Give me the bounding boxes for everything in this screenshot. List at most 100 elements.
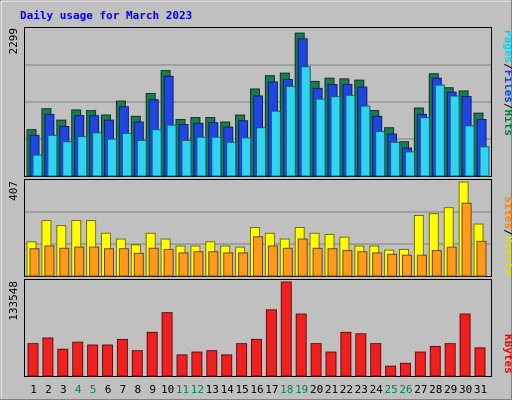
day-label: 18: [280, 383, 293, 396]
bar-marks: [26, 32, 490, 377]
day-label: 26: [399, 383, 412, 396]
kbytes-bar: [295, 313, 307, 377]
sites-bar: [208, 251, 219, 277]
day-label: 25: [384, 383, 397, 396]
day-labels: 1 2 3 4 5 6 7 8 9 10 11 12 13 14 15 16 17 18 19 20 21 22 23 24 2…: [30, 383, 487, 396]
sites-bar: [446, 246, 457, 277]
pages-bar: [211, 136, 222, 177]
sites-bar: [133, 252, 144, 277]
kbytes-bar: [429, 345, 441, 377]
day-label: 16: [250, 383, 263, 396]
sites-bar: [104, 248, 114, 277]
pages-bar: [464, 125, 475, 177]
kbytes-bar: [42, 337, 54, 377]
sites-bar: [163, 248, 174, 277]
pages-bar: [226, 141, 237, 177]
pages-bar: [256, 127, 266, 177]
sites-bar: [416, 254, 427, 277]
day-label: 29: [444, 383, 457, 396]
kbytes-bar: [191, 351, 203, 377]
legend-sep-1: /: [502, 63, 512, 70]
day-label: 17: [265, 383, 278, 396]
day-label: 10: [161, 383, 174, 396]
sites-bar: [118, 248, 129, 277]
day-label: 4: [75, 383, 82, 396]
sites-bar: [29, 248, 40, 277]
sites-bar: [148, 247, 159, 277]
kbytes-bar: [444, 343, 456, 377]
kbytes-bar: [87, 344, 99, 377]
pages-bar: [375, 131, 386, 177]
kbytes-bar: [116, 338, 128, 377]
kbytes-bar: [340, 331, 352, 377]
kbytes-bar: [370, 343, 382, 377]
chart-title: Daily usage for March 2023: [20, 9, 192, 22]
pages-bar: [300, 66, 311, 177]
day-label: 20: [310, 383, 323, 396]
sites-bar: [238, 252, 249, 277]
visits-panel-max-label: 407: [7, 181, 20, 201]
pages-bar: [405, 151, 415, 177]
pages-bar: [181, 139, 192, 177]
kbytes-bar: [265, 309, 277, 377]
day-label: 27: [414, 383, 427, 396]
day-label: 12: [191, 383, 204, 396]
pages-bar: [47, 134, 58, 177]
kbytes-bar: [325, 351, 337, 377]
day-label: 31: [474, 383, 487, 396]
pages-bar: [270, 110, 281, 177]
sites-bar: [74, 246, 85, 277]
pages-bar: [285, 85, 296, 177]
day-label: 3: [60, 383, 67, 396]
pages-bar: [449, 95, 460, 177]
pages-bar: [390, 141, 401, 177]
sites-bar: [59, 247, 70, 277]
kbytes-bar: [221, 354, 233, 377]
day-label: 14: [221, 383, 235, 396]
kbytes-bar: [131, 350, 143, 377]
day-label: 21: [325, 383, 338, 396]
kbytes-bar: [310, 343, 322, 377]
legend-visits: Visits: [502, 236, 512, 276]
legend-pages: Pages: [502, 30, 512, 63]
hits-panel-max-label: 2299: [7, 28, 20, 55]
sites-bar: [327, 248, 338, 277]
day-label: 5: [90, 383, 97, 396]
sites-bar: [44, 245, 55, 277]
kbytes-bar: [251, 338, 262, 377]
day-label: 22: [340, 383, 353, 396]
pages-bar: [151, 129, 162, 177]
kbytes-legend: KBytes: [502, 334, 512, 374]
day-label: 28: [429, 383, 442, 396]
kbytes-bar: [400, 362, 411, 377]
pages-bar: [315, 98, 326, 177]
pages-bar: [62, 141, 73, 177]
pages-bar: [345, 94, 356, 177]
legend-hits: Hits: [502, 110, 512, 137]
kbytes-bar: [146, 331, 158, 377]
kbytes-bar: [385, 365, 397, 377]
kbytes-bar: [72, 341, 84, 377]
day-label: 9: [149, 383, 156, 396]
pages-bar: [434, 84, 445, 177]
sites-bar: [282, 247, 293, 277]
sites-bar: [253, 236, 263, 277]
kbytes-bar: [414, 351, 426, 377]
legend-kbytes: KBytes: [502, 334, 512, 374]
sites-bar: [267, 245, 278, 277]
sites-bar: [357, 251, 368, 277]
sites-bar: [193, 251, 204, 277]
legend-files: Files: [502, 70, 512, 103]
day-label: 23: [355, 383, 368, 396]
day-label: 19: [295, 383, 308, 396]
day-label: 13: [206, 383, 219, 396]
kbytes-bar: [206, 350, 218, 377]
kbytes-bar: [57, 348, 69, 377]
pages-bar: [196, 136, 207, 177]
pages-bar: [166, 124, 177, 177]
sites-bar: [387, 253, 398, 277]
kbytes-bar: [236, 343, 248, 377]
kbytes-bar: [176, 354, 188, 377]
legend-sep-3: /: [502, 229, 512, 236]
day-label: 1: [30, 383, 37, 396]
